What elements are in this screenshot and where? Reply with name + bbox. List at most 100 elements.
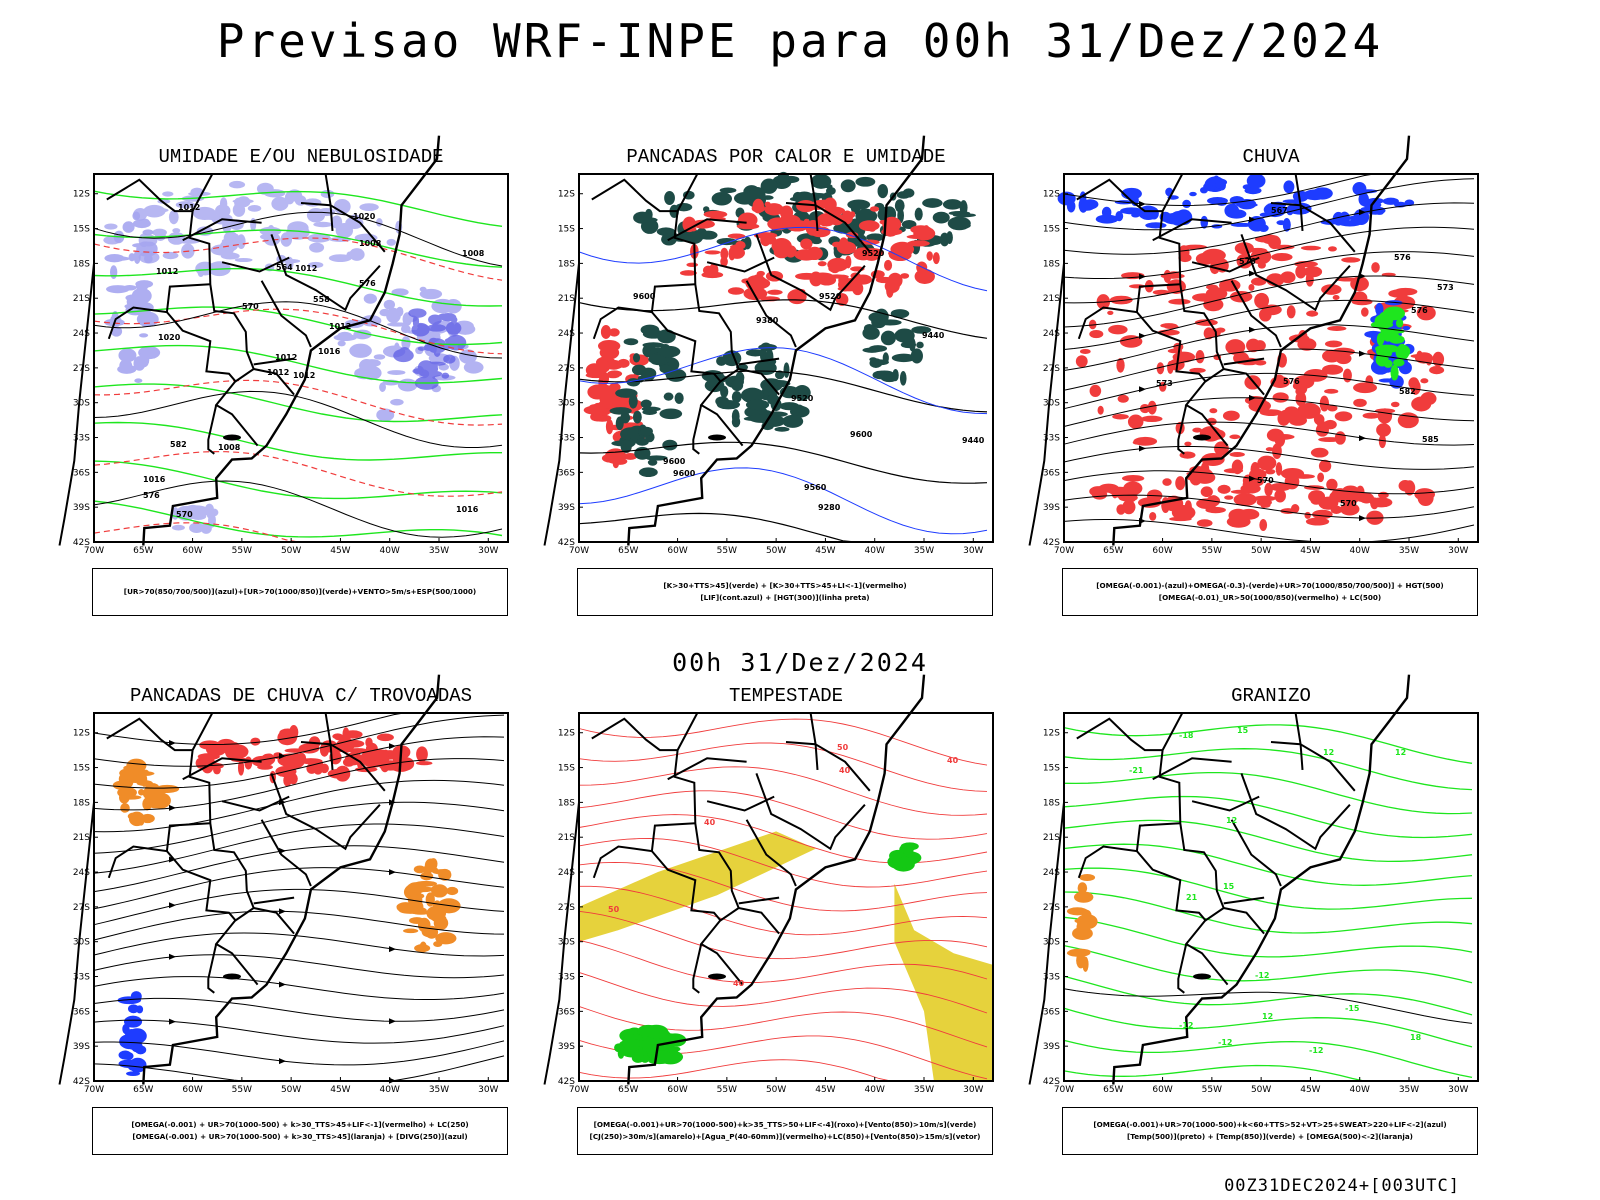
lat-tick-label: 30S bbox=[73, 399, 90, 409]
lat-tick-label: 21S bbox=[73, 294, 90, 304]
lat-tick-label: 24S bbox=[73, 868, 90, 878]
lon-tick-label: 70W bbox=[1054, 1085, 1074, 1095]
legend-line: [OMEGA(-0.001)+UR>70(1000-500)+k>35_TTS>… bbox=[593, 1120, 977, 1129]
contour-label: 576 bbox=[1394, 253, 1411, 262]
contour-lines bbox=[578, 718, 988, 1082]
legend-line: [CJ(250)>30m/s](amarelo)+[Agua_P(40-60mm… bbox=[589, 1132, 981, 1141]
contour-label: 9280 bbox=[818, 503, 841, 512]
shaded-region bbox=[609, 324, 687, 478]
lon-tick-label: 30W bbox=[478, 1085, 498, 1095]
lat-tick-label: 39S bbox=[558, 1042, 575, 1052]
forecast-time-subtitle: 00h 31/Dez/2024 bbox=[672, 648, 928, 677]
panel-legend: [OMEGA(-0.001)+UR>70(1000-500)+k>35_TTS>… bbox=[577, 1107, 993, 1155]
political-boundaries bbox=[58, 674, 441, 1085]
lon-tick-label: 60W bbox=[1152, 1085, 1172, 1095]
lon-tick-label: 50W bbox=[1251, 1085, 1271, 1095]
lat-tick-label: 27S bbox=[73, 364, 90, 374]
legend-line: [OMEGA(-0.001) + UR>70(1000-500) + k>30_… bbox=[131, 1120, 469, 1129]
contour-label: 570 bbox=[1257, 476, 1274, 485]
contour-label: 1012 bbox=[267, 368, 289, 377]
lon-tick-label: 30W bbox=[1448, 546, 1468, 556]
lat-tick-label: 39S bbox=[73, 1042, 90, 1052]
lon-tick-label: 50W bbox=[281, 1085, 301, 1095]
lat-tick-label: 21S bbox=[73, 833, 90, 843]
shaded-region bbox=[887, 842, 922, 872]
lon-tick-label: 40W bbox=[865, 1085, 885, 1095]
lat-tick-label: 18S bbox=[558, 259, 575, 269]
contour-label: 585 bbox=[1422, 435, 1439, 444]
contour-label: 40 bbox=[839, 766, 851, 775]
contour-label: -15 bbox=[1345, 1004, 1360, 1013]
lat-tick-label: 18S bbox=[558, 798, 575, 808]
legend-line: [OMEGA(-0.001) + UR>70(1000-500) + k>30_… bbox=[132, 1132, 468, 1141]
lon-tick-label: 45W bbox=[1300, 1085, 1320, 1095]
contour-label: 1012 bbox=[293, 371, 315, 380]
lat-tick-label: 24S bbox=[558, 329, 575, 339]
shaded-region bbox=[396, 858, 461, 953]
run-timestamp: 00Z31DEC2024+[003UTC] bbox=[1224, 1176, 1460, 1196]
lon-tick-label: 45W bbox=[330, 546, 350, 556]
contour-label: 573 bbox=[1437, 283, 1454, 292]
contour-label: -12 bbox=[1255, 971, 1269, 980]
contour-label: 567 bbox=[1271, 206, 1288, 215]
lat-tick-label: 15S bbox=[1043, 225, 1060, 235]
lat-tick-label: 15S bbox=[1043, 764, 1060, 774]
shaded-region bbox=[1066, 873, 1098, 972]
lat-tick-label: 39S bbox=[1043, 1042, 1060, 1052]
lat-tick-label: 36S bbox=[73, 1007, 90, 1017]
lon-tick-label: 35W bbox=[429, 546, 449, 556]
panel-chuva: CHUVA 585 582 576 576 576 570 573 573 576 570 567 1… bbox=[1016, 135, 1526, 626]
lon-tick-label: 65W bbox=[133, 1085, 153, 1095]
lat-tick-label: 39S bbox=[73, 503, 90, 513]
contour-label: 582 bbox=[1399, 387, 1416, 396]
panel-granizo: GRANIZO -12 -12 -12 -15 -18 -21 21 18 15 12 12 12 15… bbox=[1016, 674, 1526, 1165]
map-chuva: 585 582 576 576 576 570 573 573 576 570 567 12S 15S 1… bbox=[1028, 135, 1479, 556]
streamlines bbox=[1063, 173, 1475, 543]
lat-tick-label: 18S bbox=[73, 259, 90, 269]
shaded-region bbox=[1370, 306, 1411, 381]
contour-label: 1008 bbox=[462, 249, 485, 258]
political-boundaries bbox=[543, 135, 926, 546]
contour-label: 15 bbox=[1223, 882, 1235, 891]
lat-tick-label: 27S bbox=[558, 364, 575, 374]
lat-tick-label: 24S bbox=[73, 329, 90, 339]
shaded-region bbox=[1075, 234, 1445, 480]
contour-label: 12 bbox=[1323, 748, 1334, 757]
contour-label: 1016 bbox=[143, 475, 166, 484]
shaded-region bbox=[117, 991, 147, 1077]
contour-label: 9560 bbox=[804, 483, 827, 492]
lon-tick-label: 60W bbox=[667, 1085, 687, 1095]
contour-label: 9380 bbox=[756, 316, 779, 325]
legend-line: [OMEGA(-0.001)+UR>70(1000-500)+k<60+TTS>… bbox=[1093, 1120, 1447, 1129]
panel-title: CHUVA bbox=[1242, 146, 1300, 168]
contour-label: -12 bbox=[1179, 1021, 1193, 1030]
contour-label: 582 bbox=[170, 440, 187, 449]
lon-tick-label: 55W bbox=[1202, 1085, 1222, 1095]
lat-tick-label: 33S bbox=[73, 973, 90, 983]
contour-label: 12 bbox=[1395, 748, 1406, 757]
panel-legend: [OMEGA(-0.001)+UR>70(1000-500)+k<60+TTS>… bbox=[1062, 1107, 1478, 1155]
panel-pancadas-trovoadas: PANCADAS DE CHUVA C/ TROVOADAS 12S 15S 18S… bbox=[46, 674, 556, 1165]
contour-label: 576 bbox=[1283, 377, 1300, 386]
map-granizo: -12 -12 -12 -15 -18 -21 21 18 15 12 12 12 15 -12 12 12S… bbox=[1028, 674, 1479, 1095]
lat-tick-label: 36S bbox=[1043, 1007, 1060, 1017]
lon-tick-label: 30W bbox=[963, 1085, 983, 1095]
lon-tick-label: 60W bbox=[182, 546, 202, 556]
shaded-region bbox=[1089, 459, 1436, 532]
lon-tick-label: 55W bbox=[717, 1085, 737, 1095]
panel-legend: [OMEGA(-0.001) + UR>70(1000-500) + k>30_… bbox=[92, 1107, 508, 1155]
contour-label: 12 bbox=[1262, 1012, 1273, 1021]
contour-label: 21 bbox=[1186, 893, 1198, 902]
lon-tick-label: 35W bbox=[914, 546, 934, 556]
lat-tick-label: 36S bbox=[1043, 468, 1060, 478]
lat-tick-label: 15S bbox=[73, 225, 90, 235]
shaded-region bbox=[862, 308, 932, 386]
panel-legend: [K>30+TTS>45](verde) + [K>30+TTS>45+LI<-… bbox=[577, 568, 993, 616]
contour-label: 570 bbox=[176, 510, 193, 519]
lat-tick-label: 12S bbox=[558, 729, 575, 739]
contour-lines bbox=[93, 211, 503, 538]
lon-tick-label: 30W bbox=[1448, 1085, 1468, 1095]
contour-label: 9600 bbox=[633, 292, 656, 301]
contour-label: 1012 bbox=[295, 264, 317, 273]
contour-label: 1008 bbox=[218, 443, 241, 452]
